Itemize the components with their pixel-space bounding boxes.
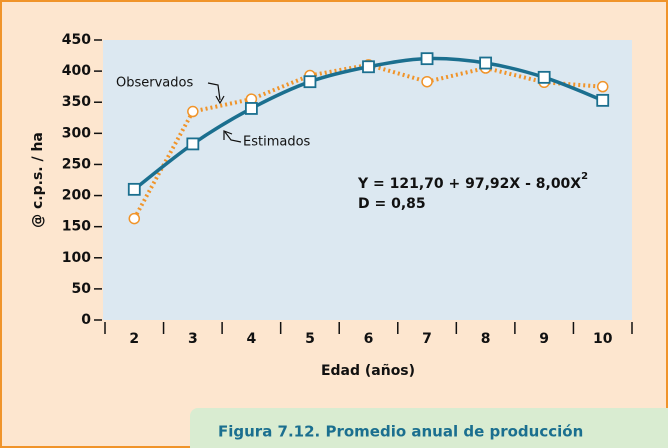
- y-tick-label: 450: [62, 32, 91, 48]
- y-axis-label: @ c.p.s. / ha: [30, 132, 46, 228]
- marker: [362, 60, 375, 74]
- x-tick-label: 3: [188, 331, 198, 347]
- x-tick-label: 4: [247, 331, 257, 347]
- y-tick-label: 150: [62, 219, 91, 235]
- equation-text: Y = 121,70 + 97,92X - 8,00X: [357, 176, 581, 192]
- annotation-arrowhead: [223, 130, 233, 140]
- y-tick-label: 300: [62, 125, 91, 141]
- y-tick-label: 200: [62, 188, 91, 204]
- x-tick-label: 6: [364, 331, 374, 347]
- fit-note: D = 0,85: [358, 196, 426, 212]
- x-tick-label: 8: [481, 331, 491, 347]
- x-axis-label: Edad (años): [321, 363, 415, 379]
- caption-box: [190, 408, 668, 448]
- marker: [596, 80, 609, 93]
- y-tick-label: 100: [62, 250, 91, 266]
- marker: [128, 212, 141, 225]
- series-line: [132, 62, 603, 220]
- equation: Y = 121,70 + 97,92X - 8,00X2: [357, 171, 588, 192]
- y-tick-label: 0: [81, 312, 91, 328]
- marker: [596, 93, 610, 107]
- y-tick-label: 350: [62, 94, 91, 110]
- x-tick-label: 5: [305, 331, 315, 347]
- x-tick-label: 7: [422, 331, 432, 347]
- marker: [303, 75, 317, 89]
- x-tick-label: 2: [129, 331, 139, 347]
- marker: [537, 70, 551, 84]
- marker: [479, 56, 493, 70]
- x-tick-label: 9: [539, 331, 549, 347]
- marker: [421, 75, 433, 88]
- annotation-arrowhead: [215, 95, 225, 105]
- annotation-arrow: [224, 131, 242, 143]
- marker: [186, 137, 200, 151]
- x-tick-label: 10: [593, 331, 613, 347]
- y-tick-label: 400: [62, 63, 91, 79]
- marker: [187, 105, 199, 118]
- caption: Figura 7.12. Promedio anual de producció…: [218, 423, 583, 441]
- marker: [127, 182, 141, 196]
- marker: [420, 52, 434, 66]
- legend-observados: Observados: [116, 76, 193, 91]
- annotation-arrow: [207, 82, 221, 101]
- y-tick-label: 250: [62, 156, 91, 172]
- marker: [244, 102, 258, 115]
- legend-estimados: Estimados: [243, 135, 311, 150]
- y-tick-label: 50: [72, 281, 92, 297]
- equation-exponent: 2: [581, 171, 588, 182]
